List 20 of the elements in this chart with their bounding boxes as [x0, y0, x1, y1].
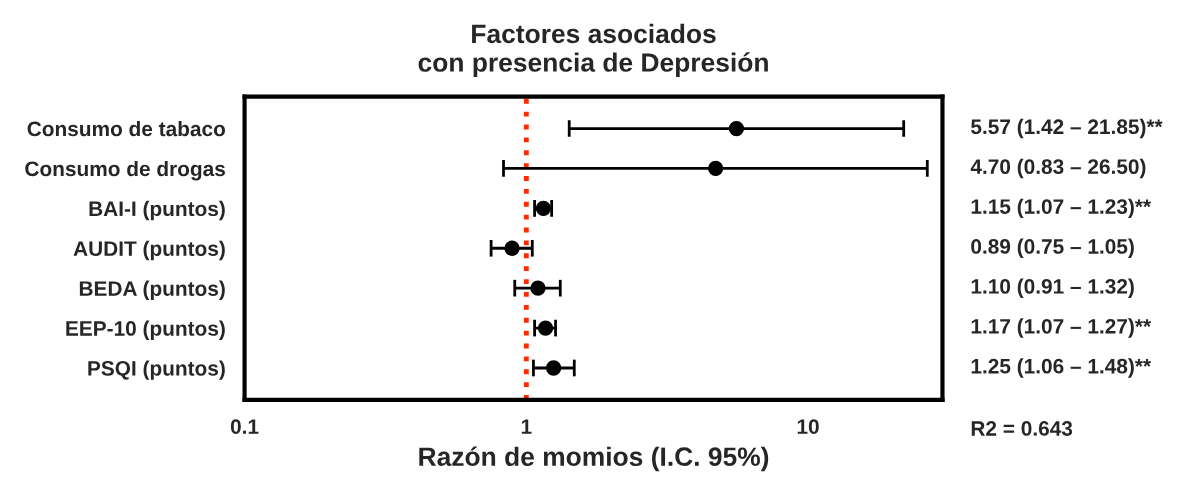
- x-tick-label: 10: [797, 419, 819, 434]
- text: 1.10 (0.91 – 1.32): [971, 278, 1134, 298]
- text: 4.70 (0.83 – 26.50): [970, 158, 1146, 179]
- y-tick-label: PSQI (puntos): [88, 360, 225, 380]
- x-tick-label: 1: [521, 419, 532, 434]
- text: R2 = 0.643: [971, 421, 1073, 436]
- y-tick-label: BEDA (puntos): [79, 280, 225, 301]
- y-tick-label: AUDIT (puntos): [73, 240, 225, 261]
- chart-title: Factores asociados con presencia de Depresión: [418, 23, 768, 78]
- text: 1.17 (1.07 – 1.27)**: [971, 318, 1152, 338]
- text: 0.89 (0.75 – 1.05): [971, 238, 1134, 258]
- x-tick-label: 0.1: [230, 419, 259, 434]
- text: 1.25 (1.06 – 1.48)**: [971, 358, 1152, 378]
- y-tick-label: Consumo de drogas: [25, 160, 225, 181]
- y-tick-label: BAI-I (puntos): [89, 200, 225, 221]
- y-tick-label: Consumo de tabaco: [27, 120, 226, 137]
- text: 1.15 (1.07 – 1.23)**: [971, 198, 1152, 219]
- x-axis-title: Razón de momios (I.C. 95%): [419, 446, 769, 472]
- text: 5.57 (1.42 – 21.85)**: [971, 118, 1163, 139]
- y-tick-label: EEP-10 (puntos): [66, 320, 225, 340]
